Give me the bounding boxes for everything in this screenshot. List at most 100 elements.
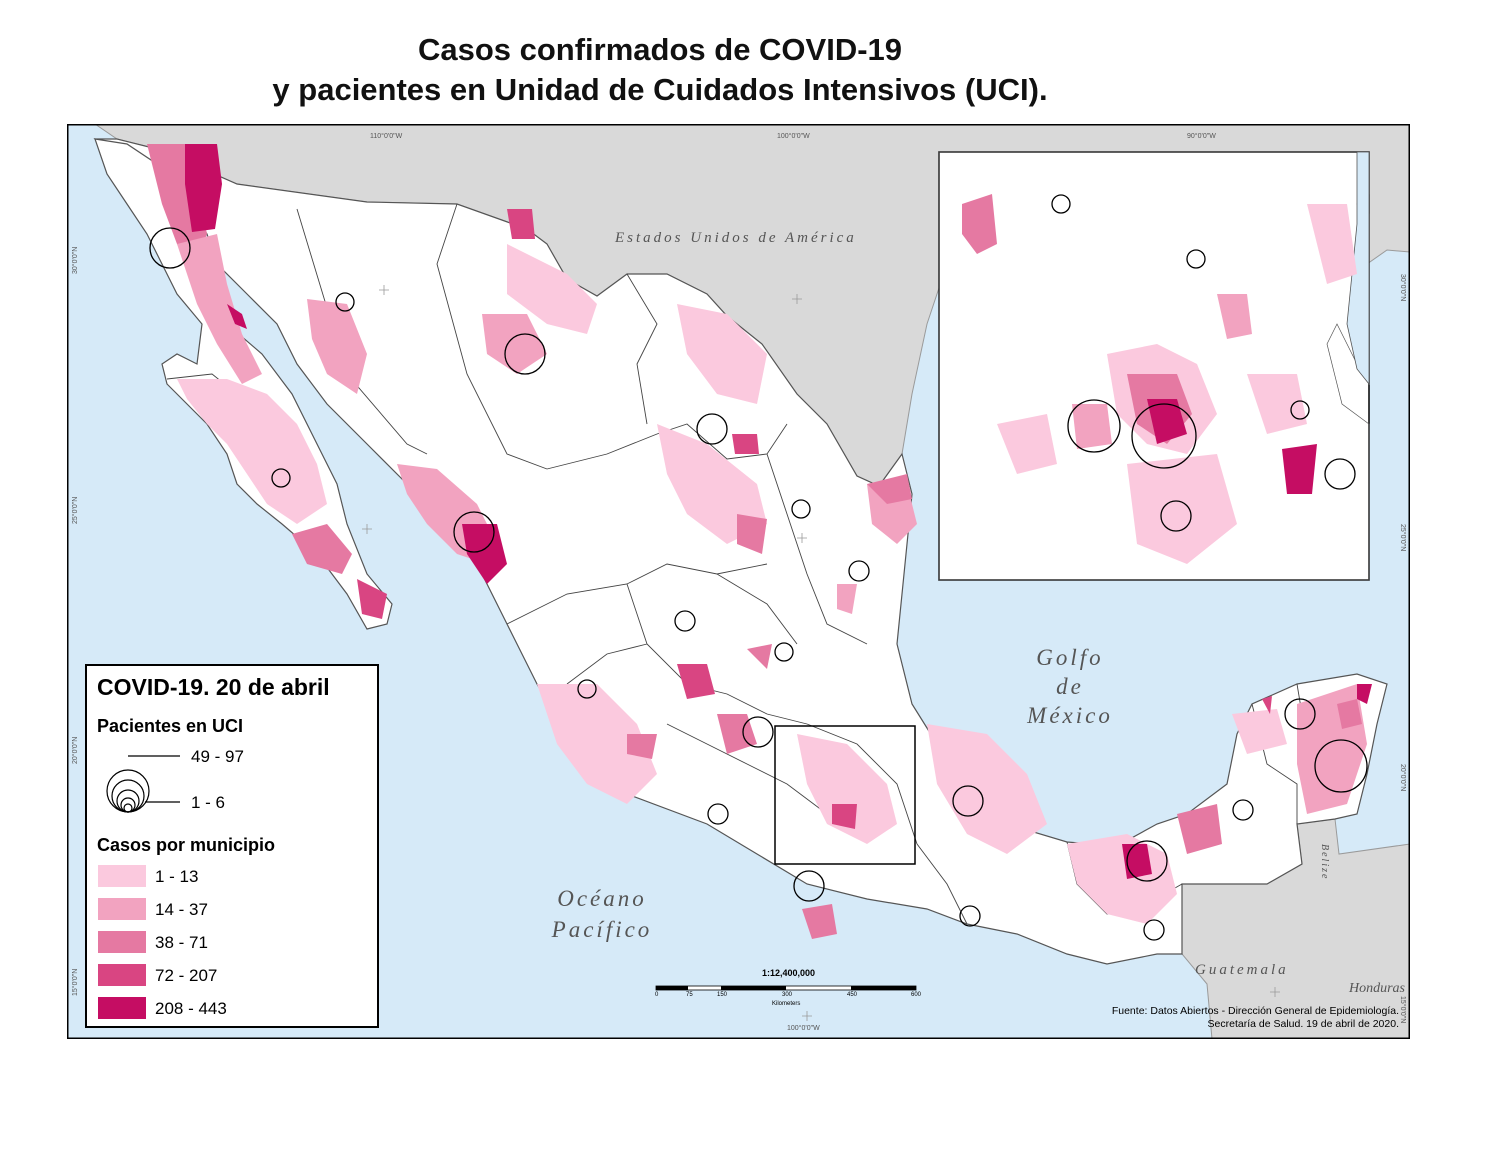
icu-circle xyxy=(1186,249,1206,269)
municipality-choropleth xyxy=(997,414,1057,474)
source-note: Fuente: Datos Abiertos - Dirección Gener… xyxy=(1112,1005,1399,1031)
icu-circle xyxy=(453,511,495,553)
icu-circle xyxy=(952,785,984,817)
legend-label-1-13: 1 - 13 xyxy=(155,867,199,886)
legend: COVID-19. 20 de abril Pacientes en UCI 4… xyxy=(85,664,379,1028)
municipality-choropleth xyxy=(797,734,897,844)
municipality-choropleth xyxy=(627,734,657,759)
municipality-choropleth xyxy=(1282,444,1317,494)
inset-gulf-water xyxy=(1346,151,1370,386)
lon-90-label: 90°0'0"W xyxy=(1187,132,1216,140)
icu-circle xyxy=(1126,840,1168,882)
icu-circle xyxy=(1314,739,1368,793)
icu-circle xyxy=(959,905,981,927)
cases-legend-heading: Casos por municipio xyxy=(97,835,276,855)
icu-circle xyxy=(848,560,870,582)
scale-ratio: 1:12,400,000 xyxy=(762,968,816,978)
municipality-choropleth xyxy=(507,209,535,239)
lat-15-label: 15°0'0"N xyxy=(71,969,79,996)
source-line-1: Fuente: Datos Abiertos - Dirección Gener… xyxy=(1111,1005,1399,1017)
municipality-choropleth xyxy=(1072,404,1112,449)
municipality-choropleth xyxy=(357,579,387,619)
municipality-choropleth xyxy=(832,804,857,829)
usa-label: Estados Unidos de América xyxy=(614,230,857,246)
scale-tick-0: 0 xyxy=(655,992,659,998)
gulf-label-2: de xyxy=(1056,674,1084,699)
inset-map xyxy=(938,151,1370,581)
municipality-choropleth xyxy=(227,304,247,329)
pacific-label-2: Pacífico xyxy=(551,917,653,942)
icu-min-label: 1 - 6 xyxy=(191,793,226,812)
icu-legend-heading: Pacientes en UCI xyxy=(97,716,244,736)
scale-tick-75: 75 xyxy=(686,992,693,998)
lat-30-right-label: 30°0'0"N xyxy=(1399,274,1407,301)
municipality-choropleth xyxy=(802,904,837,939)
municipality-choropleth xyxy=(732,434,759,454)
map-text-labels: Estados Unidos de América Golfo de Méxic… xyxy=(551,230,1406,996)
map-title-line-1: Casos confirmados de COVID-19 xyxy=(417,32,903,67)
gulf-label-1: Golfo xyxy=(1036,645,1103,670)
icu-circle xyxy=(696,413,728,445)
municipality-choropleth xyxy=(292,524,352,574)
municipality-choropleth xyxy=(507,244,597,334)
legend-swatch-14-37 xyxy=(98,898,146,920)
legend-label-14-37: 14 - 37 xyxy=(155,900,208,919)
icu-circle xyxy=(504,333,546,375)
icu-circle xyxy=(774,642,794,662)
municipality-choropleth xyxy=(1337,699,1362,729)
honduras-label: Honduras xyxy=(1348,981,1406,996)
icu-circle xyxy=(1143,919,1165,941)
scale-tick-600: 600 xyxy=(911,992,922,998)
legend-label-38-71: 38 - 71 xyxy=(155,933,208,952)
municipality-choropleth xyxy=(657,424,767,544)
icu-circle xyxy=(742,716,774,748)
icu-circle xyxy=(707,803,729,825)
municipality-choropleth xyxy=(1217,294,1252,339)
icu-circle xyxy=(1232,799,1254,821)
municipality-choropleth xyxy=(177,379,327,524)
map-frame: Estados Unidos de América Golfo de Méxic… xyxy=(67,124,1410,1039)
municipality-choropleth xyxy=(1147,399,1187,444)
icu-circles xyxy=(149,227,1368,941)
municipality-choropleth xyxy=(462,524,507,584)
scale-tick-450: 450 xyxy=(847,992,858,998)
municipality-choropleth xyxy=(837,584,857,614)
municipality-choropleth xyxy=(737,514,767,554)
scale-tick-300: 300 xyxy=(782,992,793,998)
source-line-2: Secretaría de Salud. 19 de abril de 2020… xyxy=(1207,1018,1399,1030)
lat-15-right-label: 15°0'0"N xyxy=(1399,996,1407,1023)
icu-circle xyxy=(674,610,696,632)
municipality-choropleth xyxy=(867,474,912,504)
graticule-crosses xyxy=(362,285,1280,1021)
municipality-choropleth xyxy=(717,714,757,754)
graticule-labels: 110°0'0"W 100°0'0"W 90°0'0"W 100°0'0"W 3… xyxy=(71,132,1407,1032)
icu-circle xyxy=(1051,194,1071,214)
municipality-choropleth xyxy=(677,304,767,404)
belize-label: Belize xyxy=(1319,844,1330,880)
legend-swatch-1-13 xyxy=(98,865,146,887)
scale-unit: Kilometers xyxy=(772,1001,801,1007)
lon-100-bottom-label: 100°0'0"W xyxy=(787,1024,820,1032)
icu-circle xyxy=(1067,399,1121,453)
lat-25-label: 25°0'0"N xyxy=(71,497,79,524)
icu-circle xyxy=(1131,403,1197,469)
municipality-fills xyxy=(147,144,1372,939)
icu-circle xyxy=(577,679,597,699)
legend-swatch-38-71 xyxy=(98,931,146,953)
municipality-choropleth xyxy=(962,194,997,254)
map-border xyxy=(67,124,1410,1039)
icu-circle xyxy=(793,870,825,902)
municipality-choropleth xyxy=(747,644,772,669)
legend-title: COVID-19. 20 de abril xyxy=(97,674,330,700)
icu-circle xyxy=(149,227,191,269)
municipality-choropleth xyxy=(537,684,657,804)
guatemala-label: Guatemala xyxy=(1195,962,1289,978)
pacific-label-1: Océano xyxy=(557,886,647,911)
municipality-choropleth xyxy=(177,234,262,384)
municipality-choropleth xyxy=(927,724,1047,854)
icu-circle xyxy=(791,499,811,519)
municipality-choropleth xyxy=(1067,834,1177,924)
icu-circle xyxy=(1324,458,1356,490)
inset-extent-box xyxy=(774,725,916,865)
municipality-choropleth xyxy=(1177,804,1222,854)
